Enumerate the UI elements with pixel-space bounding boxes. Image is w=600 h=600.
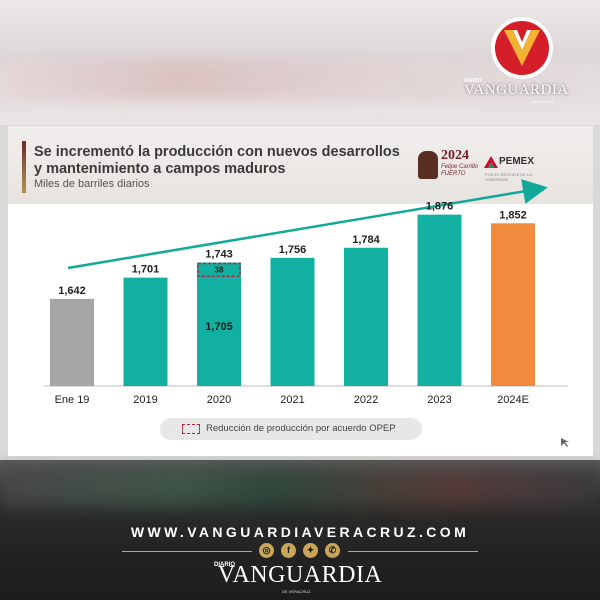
opec-remaining-label: 1,705 [205, 321, 233, 333]
logo-2024-year: 2024 [441, 148, 469, 163]
background-bottom-blur [0, 468, 600, 508]
footer-divider-right [348, 551, 478, 552]
cursor-icon [561, 438, 569, 447]
legend-label: Reducción de producción por acuerdo OPEP [206, 423, 396, 434]
value-label-3: 1,756 [279, 244, 307, 256]
opec-reduction-box [197, 262, 241, 277]
bar-2022 [344, 247, 388, 386]
tick-label-2: 2020 [207, 394, 231, 406]
footer-brand: VANGUARDIA [217, 562, 383, 588]
tick-label-1: 2019 [133, 394, 157, 406]
value-label-4: 1,784 [352, 234, 380, 246]
bar-2021 [270, 257, 315, 386]
portrait-icon [418, 151, 438, 179]
trend-arrow [67, 179, 548, 270]
value-label-2: 1,743 [205, 249, 233, 261]
chart-subtitle: Miles de barriles diarios [34, 178, 150, 190]
bar-ene-19 [50, 298, 94, 386]
bar-2024e [491, 223, 535, 386]
chart-title: Se incrementó la producción con nuevos d… [34, 144, 434, 178]
pemex-sub: POR EL RESCATE DE LA SOBERANÍA [485, 172, 532, 182]
bar-chart: 1,642 Ene 19 1,701 2019 1,743 2020 38 1,705 1,75… [44, 179, 569, 447]
watermark-brand: VANGUARDIA [464, 82, 569, 98]
chart-legend: Reducción de producción por acuerdo OPEP [160, 418, 422, 440]
pemex-word: PEMEX [499, 156, 535, 167]
facebook-icon[interactable]: f [281, 543, 296, 558]
pemex-logo: PEMEX POR EL RESCATE DE LA SOBERANÍA [483, 154, 563, 182]
tick-label-4: 2022 [354, 394, 378, 406]
vanguardia-v-icon [491, 17, 553, 79]
watermark-diario: DIARIO [464, 78, 482, 84]
chart-title-line2: y mantenimiento a campos maduros [34, 161, 286, 177]
pemex-eagle-icon [484, 156, 498, 168]
footer-divider-left [122, 551, 252, 552]
site-url[interactable]: WWW.VANGUARDIAVERACRUZ.COM [130, 524, 470, 540]
vanguardia-logo-top: DIARIO VANGUARDIA DE VERACRUZ [462, 8, 582, 108]
value-label-1: 1,701 [132, 264, 160, 276]
instagram-icon[interactable]: ◎ [259, 543, 274, 558]
value-label-5: 1,876 [426, 201, 454, 213]
tick-label-6: 2024E [497, 394, 529, 406]
bar-2020 [197, 262, 241, 386]
opec-reduction-label: 38 [215, 265, 224, 274]
footer-tiny: DE VERACRUZ [282, 589, 311, 594]
logo-2024: 2024 Felipe Carrillo FUERTO [418, 148, 488, 184]
twitter-icon[interactable]: ✦ [303, 543, 318, 558]
social-icons: ◎ f ✦ ✆ [259, 543, 343, 559]
footer-diario: DIARIO [214, 562, 235, 568]
watermark-tiny: DE VERACRUZ [532, 100, 554, 104]
bar-2023 [417, 214, 462, 386]
value-label-0: 1,642 [58, 285, 86, 297]
tick-label-5: 2023 [427, 394, 451, 406]
whatsapp-icon[interactable]: ✆ [325, 543, 340, 558]
tick-label-3: 2021 [280, 394, 304, 406]
tick-label-0: Ene 19 [55, 394, 90, 406]
bar-2019 [123, 277, 168, 386]
chart-title-line1: Se incrementó la producción con nuevos d… [34, 144, 400, 160]
value-label-6: 1,852 [499, 209, 527, 221]
logo-2024-name: Felipe Carrillo FUERTO [441, 164, 479, 177]
chart-slide: Se incrementó la producción con nuevos d… [8, 126, 593, 456]
title-accent-bar [22, 141, 26, 193]
legend-swatch-opec [182, 424, 200, 434]
